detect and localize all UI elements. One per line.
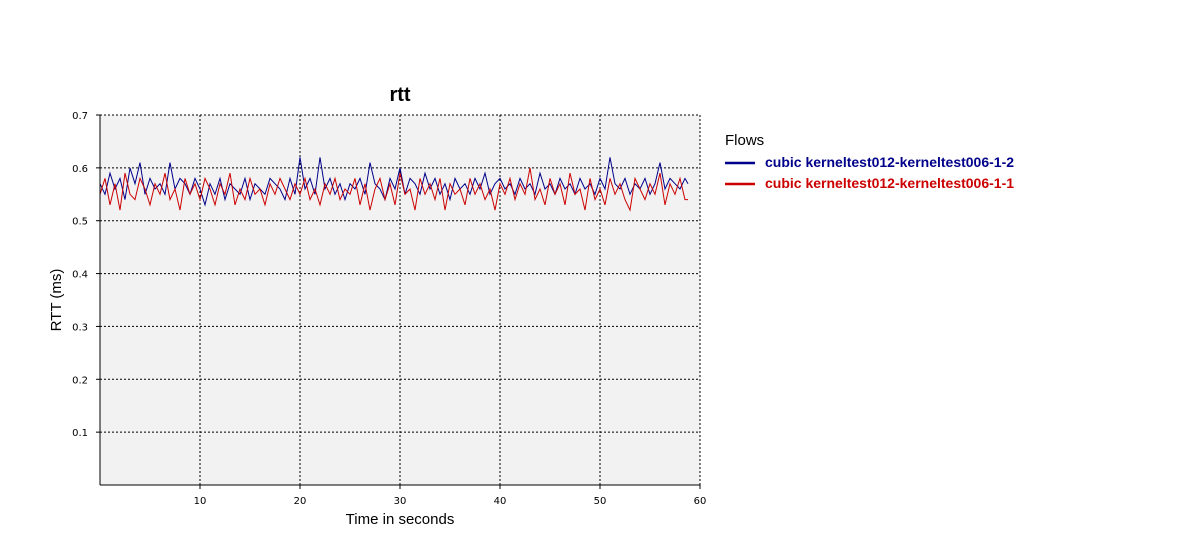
x-tick-label: 10	[194, 496, 207, 507]
x-axis-ticks: 10 20 30 40 50 60	[194, 485, 707, 507]
x-tick-label: 60	[694, 496, 707, 507]
x-tick-label: 30	[394, 496, 407, 507]
legend: Flows cubic kerneltest012-kerneltest006-…	[725, 132, 1014, 191]
y-tick-label: 0.5	[72, 217, 88, 228]
y-tick-label: 0.4	[72, 270, 88, 281]
x-tick-label: 50	[594, 496, 607, 507]
legend-title: Flows	[725, 132, 764, 149]
y-tick-label: 0.6	[72, 164, 88, 175]
y-tick-label: 0.1	[72, 428, 88, 439]
y-tick-label: 0.7	[72, 111, 88, 122]
grid-lines	[100, 114, 701, 485]
series-line-2	[99, 167, 688, 212]
legend-label-1: cubic kerneltest012-kerneltest006-1-2	[765, 154, 1014, 170]
x-axis-label: Time in seconds	[346, 511, 455, 528]
x-tick-label: 20	[294, 496, 307, 507]
y-axis-ticks: 0.1 0.2 0.3 0.4 0.5 0.6 0.7	[72, 111, 100, 439]
y-tick-label: 0.2	[72, 375, 88, 386]
legend-label-2: cubic kerneltest012-kerneltest006-1-1	[765, 175, 1014, 191]
chart-title: rtt	[389, 84, 410, 106]
y-axis-label: RTT (ms)	[48, 269, 65, 332]
y-tick-label: 0.3	[72, 322, 88, 333]
x-tick-label: 40	[494, 496, 507, 507]
series-layer	[99, 157, 689, 212]
